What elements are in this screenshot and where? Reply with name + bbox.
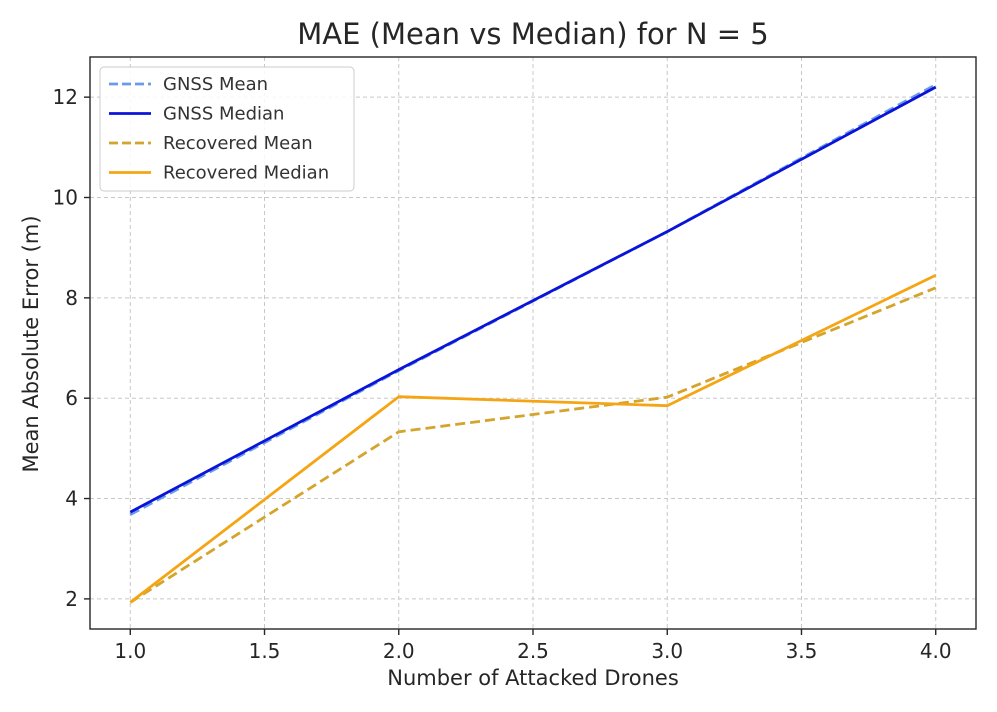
series-line-recovered-median <box>129 274 937 604</box>
ticks-layer: 1.0 1.5 2.0 2.5 3.0 3.5 4.0 2 4 6 8 10 12 <box>53 85 952 663</box>
x-tick-label: 1.0 <box>114 639 146 663</box>
series-layer <box>129 83 937 604</box>
y-tick-label: 8 <box>65 286 78 310</box>
x-tick-label: 3.0 <box>651 639 683 663</box>
legend-label-gnss-mean: GNSS Mean <box>163 74 268 95</box>
x-axis-label: Number of Attacked Drones <box>387 666 679 690</box>
legend-frame <box>99 66 355 192</box>
x-tick-label: 2.0 <box>383 639 415 663</box>
grid-layer <box>90 57 976 629</box>
legend-label-recovered-median: Recovered Median <box>163 163 329 184</box>
y-tick-label: 10 <box>53 185 78 209</box>
y-tick-label: 4 <box>65 487 78 511</box>
chart-title: MAE (Mean vs Median) for N = 5 <box>297 17 768 51</box>
y-tick-label: 12 <box>53 85 78 109</box>
series-line-recovered-mean <box>129 286 937 604</box>
legend: GNSS Mean GNSS Median Recovered Mean Recove… <box>99 66 355 192</box>
y-axis-label: Mean Absolute Error (m) <box>19 215 43 472</box>
x-tick-label: 1.5 <box>249 639 281 663</box>
y-tick-label: 6 <box>65 386 78 410</box>
legend-label-recovered-mean: Recovered Mean <box>163 133 313 154</box>
y-tick-label: 2 <box>65 587 78 611</box>
legend-entries: GNSS Mean GNSS Median Recovered Mean Recove… <box>109 74 329 184</box>
series-line-gnss-median <box>129 85 937 514</box>
legend-label-gnss-median: GNSS Median <box>163 104 284 125</box>
x-tick-label: 2.5 <box>517 639 549 663</box>
x-tick-label: 4.0 <box>920 639 952 663</box>
x-tick-label: 3.5 <box>786 639 818 663</box>
